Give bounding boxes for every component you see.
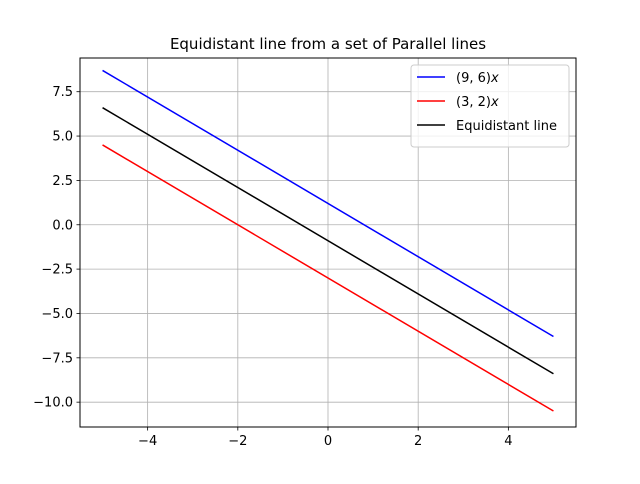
legend-label-variable: x xyxy=(490,95,499,110)
legend-label-1: (9, 6)x xyxy=(456,71,499,86)
chart-title: Equidistant line from a set of Parallel … xyxy=(170,35,486,53)
x-tick-label: 0 xyxy=(324,434,332,449)
x-tick-label: 2 xyxy=(414,434,422,449)
grid-layer xyxy=(80,58,576,427)
y-tick-label: 5.0 xyxy=(52,130,73,145)
y-tick-label: 2.5 xyxy=(52,174,73,189)
x-tick-label: 4 xyxy=(504,434,512,449)
x-tick-label: −2 xyxy=(228,434,247,449)
legend-label-variable: x xyxy=(490,71,499,86)
y-tick-label: 7.5 xyxy=(52,85,73,100)
y-tick-label: −5.0 xyxy=(41,307,73,322)
series-line-1 xyxy=(102,69,554,338)
legend-label-2: (3, 2)x xyxy=(456,95,499,110)
legend-box xyxy=(410,64,570,148)
y-tick-label: −7.5 xyxy=(41,351,73,366)
legend-label-3: Equidistant line xyxy=(456,119,557,134)
y-tick-label: −10.0 xyxy=(33,396,73,411)
y-tick-label: 0.0 xyxy=(52,218,73,233)
legend: (9, 6)x (3, 2)x Equidistant line xyxy=(410,64,570,148)
series-line-2 xyxy=(102,144,554,412)
series-layer xyxy=(102,69,554,412)
y-tick-label: −2.5 xyxy=(41,263,73,278)
series-line-3 xyxy=(102,107,554,375)
axis-layer: −4 −2 0 2 4 −10.0 −7.5 −5.0 −2.5 0.0 2.5 5.0 7.5 xyxy=(33,85,512,449)
x-tick-label: −4 xyxy=(138,434,157,449)
